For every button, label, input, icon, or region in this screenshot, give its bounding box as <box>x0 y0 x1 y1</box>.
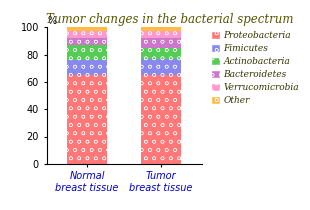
Bar <box>141 48 181 59</box>
Bar <box>67 31 107 38</box>
Legend: Proteobacteria, Fimicutes, Actinobacteria, Bacteroidetes, Verrucomicrobia, Other: Proteobacteria, Fimicutes, Actinobacteri… <box>209 29 301 107</box>
Text: Tumor changes in the bacterial spectrum: Tumor changes in the bacterial spectrum <box>46 13 294 26</box>
Bar <box>67 38 107 45</box>
Bar <box>67 45 107 60</box>
Bar <box>67 27 107 31</box>
Bar <box>141 75 181 164</box>
Bar <box>67 75 107 164</box>
Bar <box>141 38 181 48</box>
Bar <box>141 59 181 75</box>
Bar <box>141 27 181 31</box>
Bar <box>141 31 181 38</box>
Bar <box>67 60 107 75</box>
Text: %: % <box>47 16 56 26</box>
